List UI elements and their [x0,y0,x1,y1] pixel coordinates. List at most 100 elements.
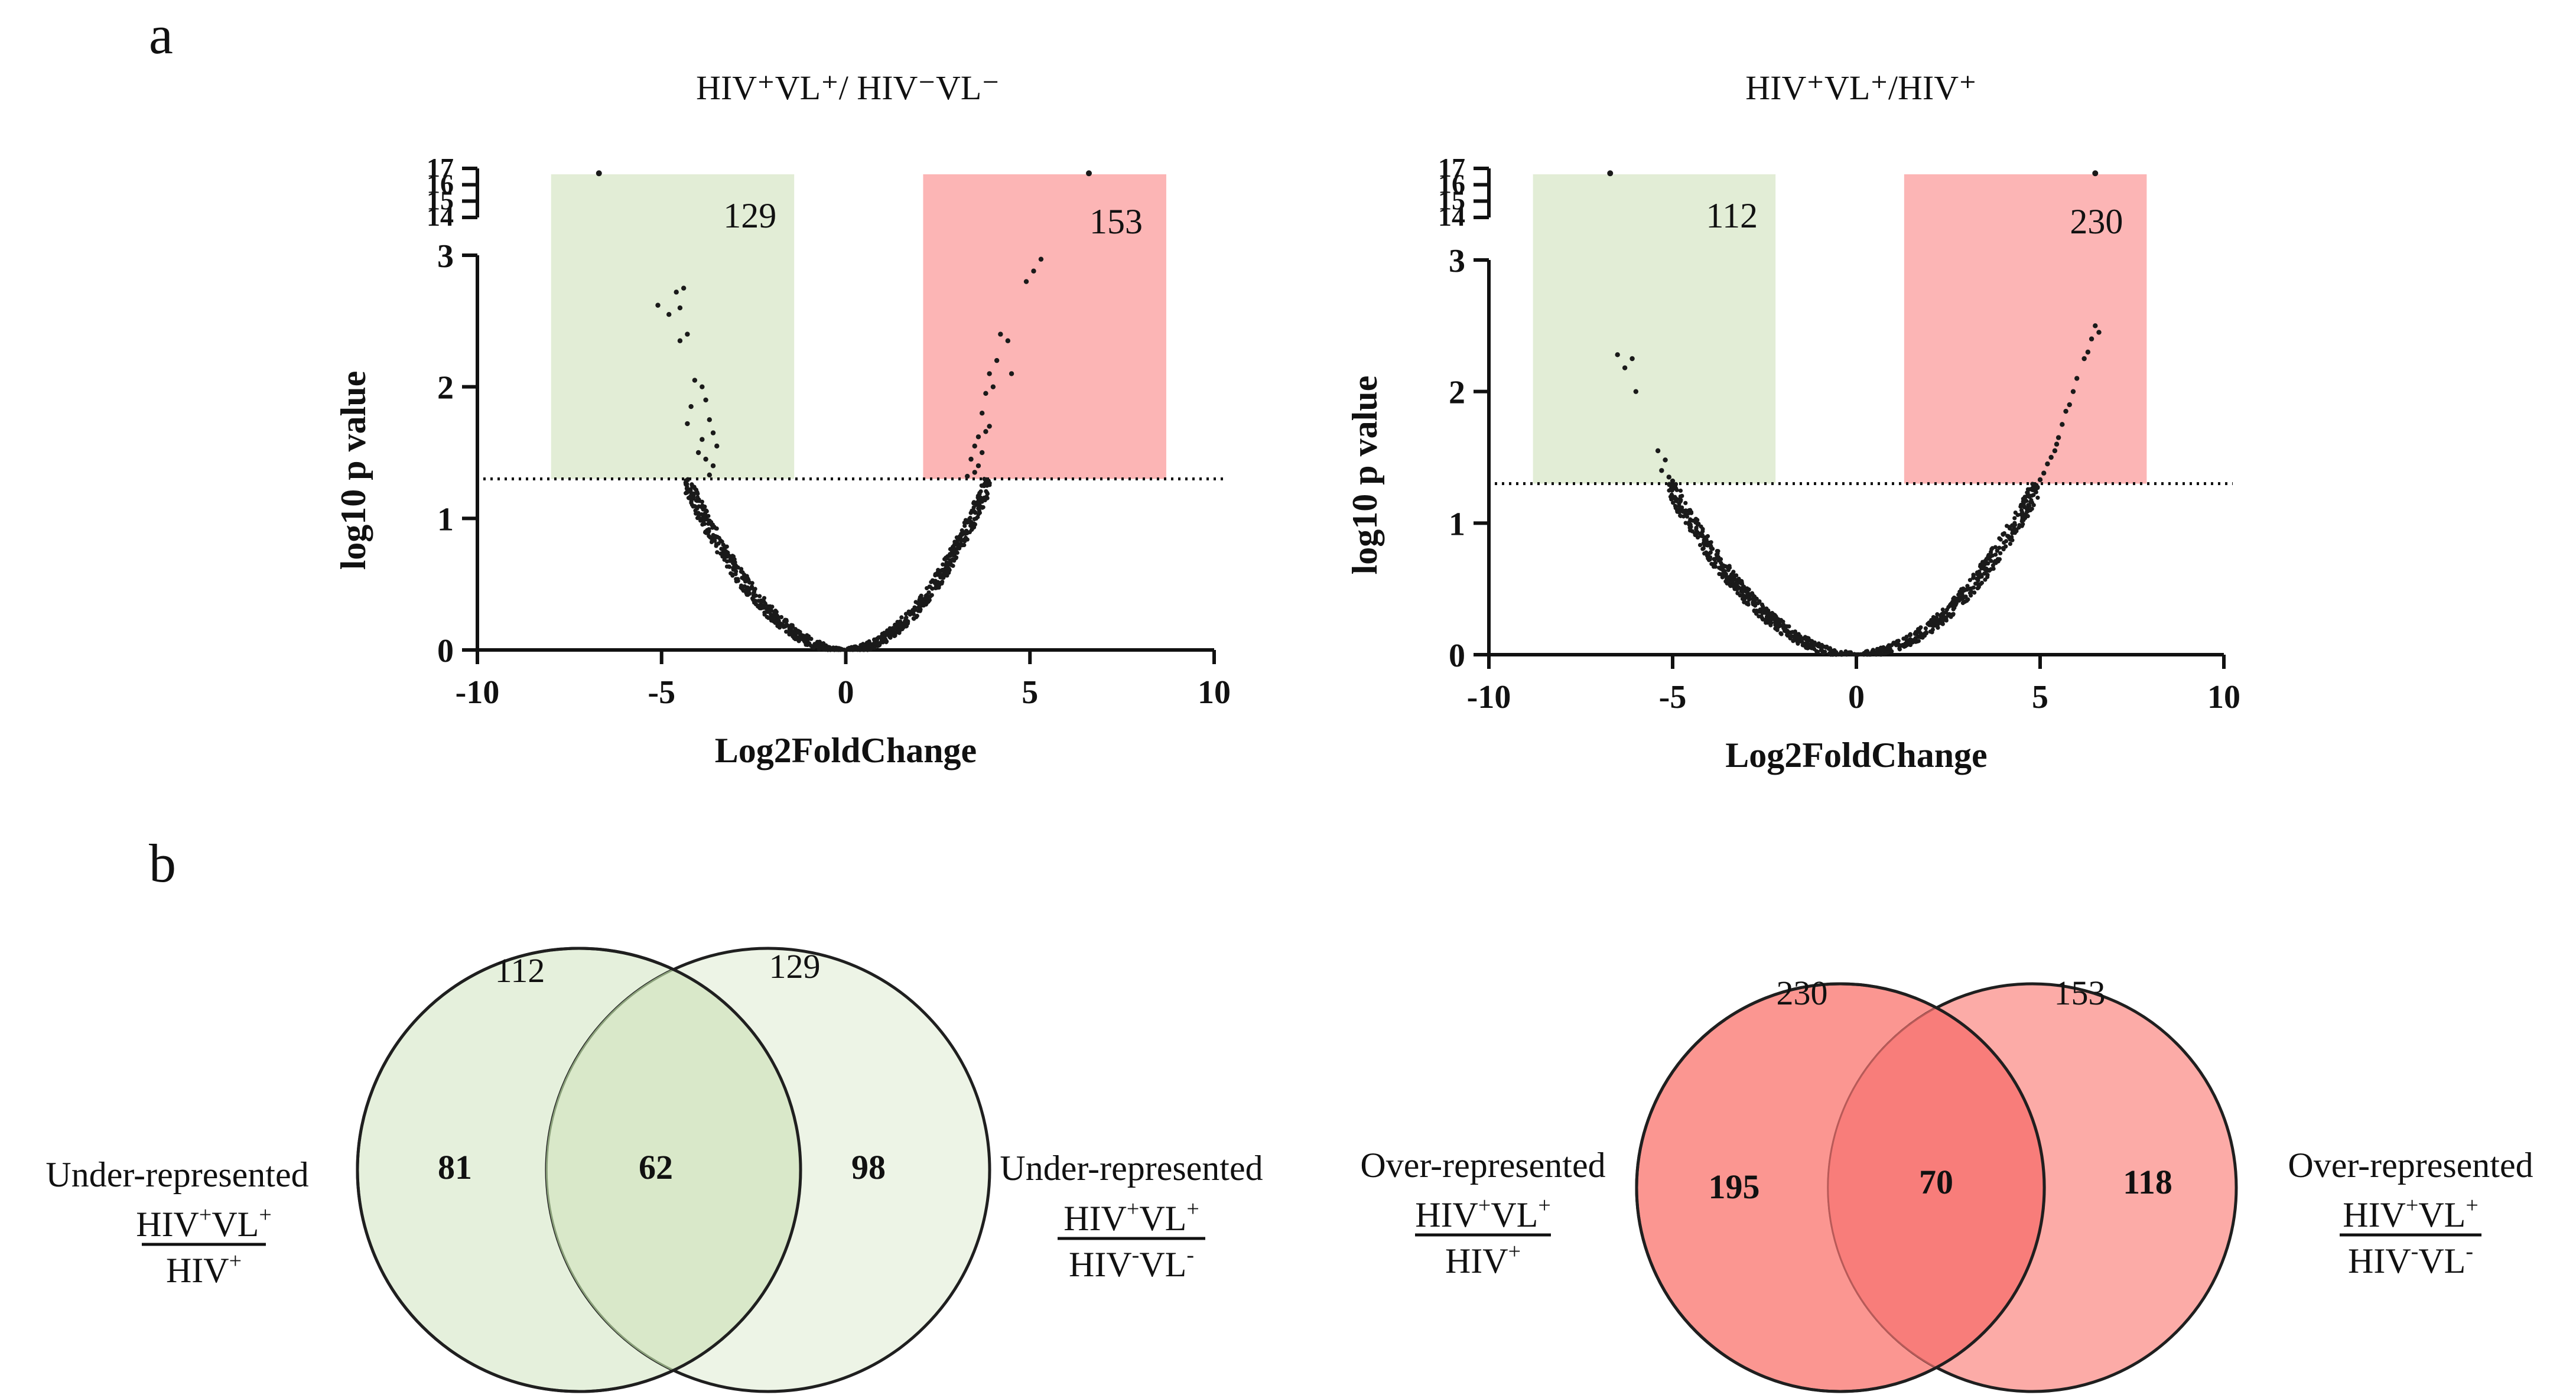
data-point [894,625,899,629]
venn-over-right-total: 153 [2054,974,2106,1012]
significant-point [1655,448,1661,454]
venn-over-left-only: 195 [1709,1168,1760,1206]
data-point [696,511,701,515]
data-point [1674,496,1679,501]
venn-under-left-numerator: HIV+VL+ [136,1202,272,1244]
significant-point [2085,349,2091,355]
data-point [795,630,800,635]
data-point [809,643,814,648]
data-point [724,564,730,569]
data-point [1761,606,1765,611]
venn-over-left-numerator: HIV+VL+ [1415,1193,1551,1234]
data-point [1926,622,1930,626]
data-point [866,646,871,651]
data-point [694,498,698,503]
data-point [1798,635,1803,639]
data-point [1840,652,1845,657]
data-point [770,604,775,609]
data-point [1718,557,1723,561]
data-point [877,642,882,648]
data-point [1907,633,1913,638]
data-point [1739,589,1744,594]
data-point [765,615,769,619]
data-point [888,635,893,640]
venn-over-left-denominator: HIV+ [1445,1239,1521,1280]
data-point [721,547,727,552]
y-axis-label: log10 p value [334,371,373,570]
significant-point [990,384,996,389]
data-point [784,629,789,634]
data-point [704,509,709,513]
data-point [757,594,762,599]
x-axis-label: Log2FoldChange [1725,736,1987,775]
data-point [824,646,829,651]
data-point [731,565,736,571]
data-point [1976,578,1980,583]
data-point [691,504,695,509]
data-point [884,640,889,645]
extreme-point [1607,170,1614,177]
data-point [769,616,773,622]
data-point [1966,597,1970,602]
data-point [700,499,704,504]
data-point [1981,563,1986,568]
venn-over: 230 153 195 70 118 Over-represented HIV+… [1360,974,2533,1393]
data-point [842,648,847,652]
data-point [1749,592,1754,597]
data-point [955,538,960,543]
data-point [872,641,877,645]
data-point [1922,633,1927,638]
data-point [1787,624,1791,629]
data-point [895,621,900,626]
significant-point [968,456,974,462]
significant-point [677,338,683,343]
data-point [1699,534,1703,538]
data-point [1904,635,1909,639]
data-point [1940,622,1945,626]
significant-point [2074,376,2080,381]
significant-point [688,404,694,409]
venn-over-both: 70 [1919,1163,1953,1201]
data-point [978,495,983,500]
significant-point [1615,352,1620,357]
data-point [1730,578,1735,583]
data-point [1998,551,2003,555]
data-point [1709,544,1713,549]
data-point [963,518,968,522]
data-point [979,505,984,509]
data-point [1833,652,1838,657]
venn-over-left-label: Over-represented HIV+VL+ HIV+ [1360,1146,1605,1280]
data-point [2021,513,2025,519]
data-point [2035,495,2040,500]
data-point [972,516,977,522]
data-point [1923,626,1928,631]
venn-over-right-title: Over-represented [2288,1146,2533,1185]
data-point [960,542,965,548]
significant-point [703,397,708,403]
data-point [1936,622,1940,627]
data-point [963,535,968,540]
data-point [976,512,981,516]
data-point [767,607,772,612]
data-point [746,577,751,583]
data-point [1971,576,1976,580]
significant-point [2052,448,2058,454]
data-point [1843,652,1848,657]
venn-under-both: 62 [639,1148,673,1186]
significant-point [987,424,992,429]
data-point [1950,612,1956,617]
data-point [1894,643,1898,648]
data-point [1867,651,1872,656]
data-point [722,544,727,549]
data-point [2017,523,2022,528]
data-point [857,646,861,651]
data-point [1941,612,1946,616]
data-point [791,630,795,635]
data-point [1713,564,1718,569]
data-point [689,499,694,504]
data-point [1889,649,1894,654]
data-point [1992,560,1997,565]
venn-under-right-denominator: HIV-VL- [1069,1243,1194,1284]
venn-under-left-denominator: HIV+ [166,1249,242,1290]
